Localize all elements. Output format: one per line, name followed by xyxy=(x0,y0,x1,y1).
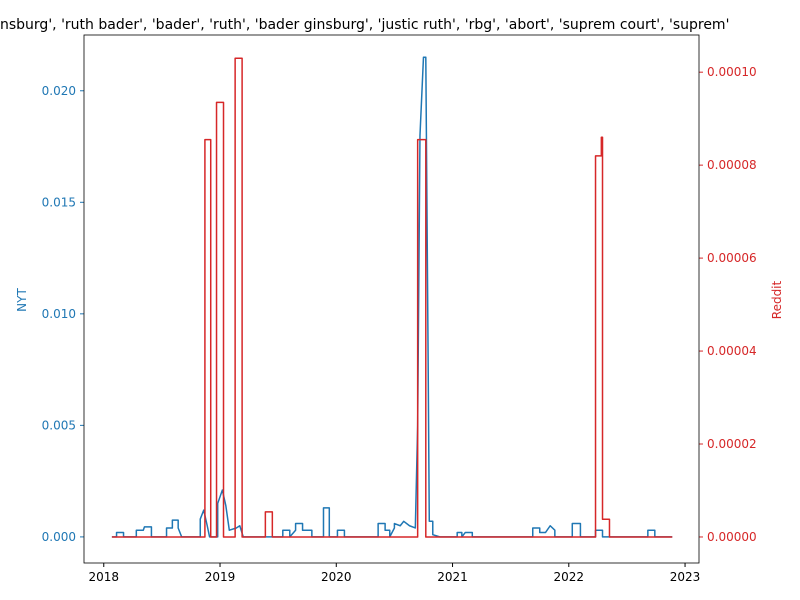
y2-tick-label: 0.00008 xyxy=(707,158,757,172)
y-tick-label: 0.020 xyxy=(42,84,76,98)
series-line xyxy=(111,57,673,538)
chart-title: nsburg', 'ruth bader', 'bader', 'ruth', … xyxy=(0,17,729,33)
y-tick-label: 0.000 xyxy=(42,530,76,544)
y2-axis-label: Reddit xyxy=(770,280,784,319)
y2-tick-label: 0.00010 xyxy=(707,65,757,79)
x-tick-label: 2023 xyxy=(670,570,701,584)
y-axis-label: NYT xyxy=(15,288,29,312)
y-tick-label: 0.010 xyxy=(42,307,76,321)
y2-tick-label: 0.00006 xyxy=(707,251,757,265)
x-tick-label: 2021 xyxy=(437,570,468,584)
x-tick-label: 2020 xyxy=(321,570,352,584)
y-tick-label: 0.005 xyxy=(42,418,76,432)
y2-tick-label: 0.00002 xyxy=(707,437,757,451)
x-tick-label: 2019 xyxy=(205,570,236,584)
y2-tick-label: 0.00004 xyxy=(707,344,757,358)
plot-frame xyxy=(83,34,700,564)
x-tick-label: 2022 xyxy=(554,570,585,584)
y-tick-label: 0.015 xyxy=(42,195,76,209)
x-tick-label: 2018 xyxy=(88,570,119,584)
y2-tick-label: 0.00000 xyxy=(707,530,757,544)
